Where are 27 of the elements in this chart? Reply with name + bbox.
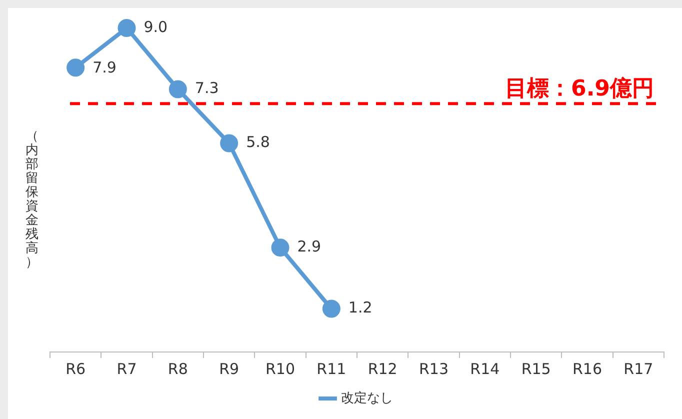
point — [168, 80, 187, 98]
point — [118, 19, 136, 37]
data-label: 2.9 — [297, 237, 322, 256]
x-tick-label: R10 — [265, 360, 296, 378]
point — [271, 238, 290, 257]
x-tick-label: R14 — [470, 360, 500, 378]
data-label: 7.9 — [92, 58, 116, 76]
x-tick-label: R12 — [368, 360, 398, 378]
x-tick-label: R13 — [418, 360, 449, 378]
point — [322, 300, 340, 318]
x-tick-label: R9 — [219, 360, 240, 378]
x-tick-label: R11 — [316, 360, 346, 378]
x-tick-label: R15 — [521, 360, 551, 378]
point — [220, 134, 238, 152]
x-tick-label: R8 — [168, 360, 188, 378]
x-tick-label: R7 — [116, 360, 137, 378]
data-label: 7.3 — [194, 79, 219, 98]
data-label: 5.8 — [246, 133, 270, 152]
ref-line-label: 目標：6.9億円 — [505, 76, 654, 102]
x-tick-label: R17 — [624, 360, 654, 378]
data-label: 9.0 — [144, 18, 168, 36]
point — [66, 58, 85, 77]
x-tick-label: R16 — [572, 360, 602, 378]
text: （内部留保資金残高） — [26, 129, 38, 270]
x-tick-label: R6 — [66, 360, 86, 378]
data-label: 1.2 — [348, 298, 372, 317]
legend-label: 改定なし — [340, 390, 393, 406]
